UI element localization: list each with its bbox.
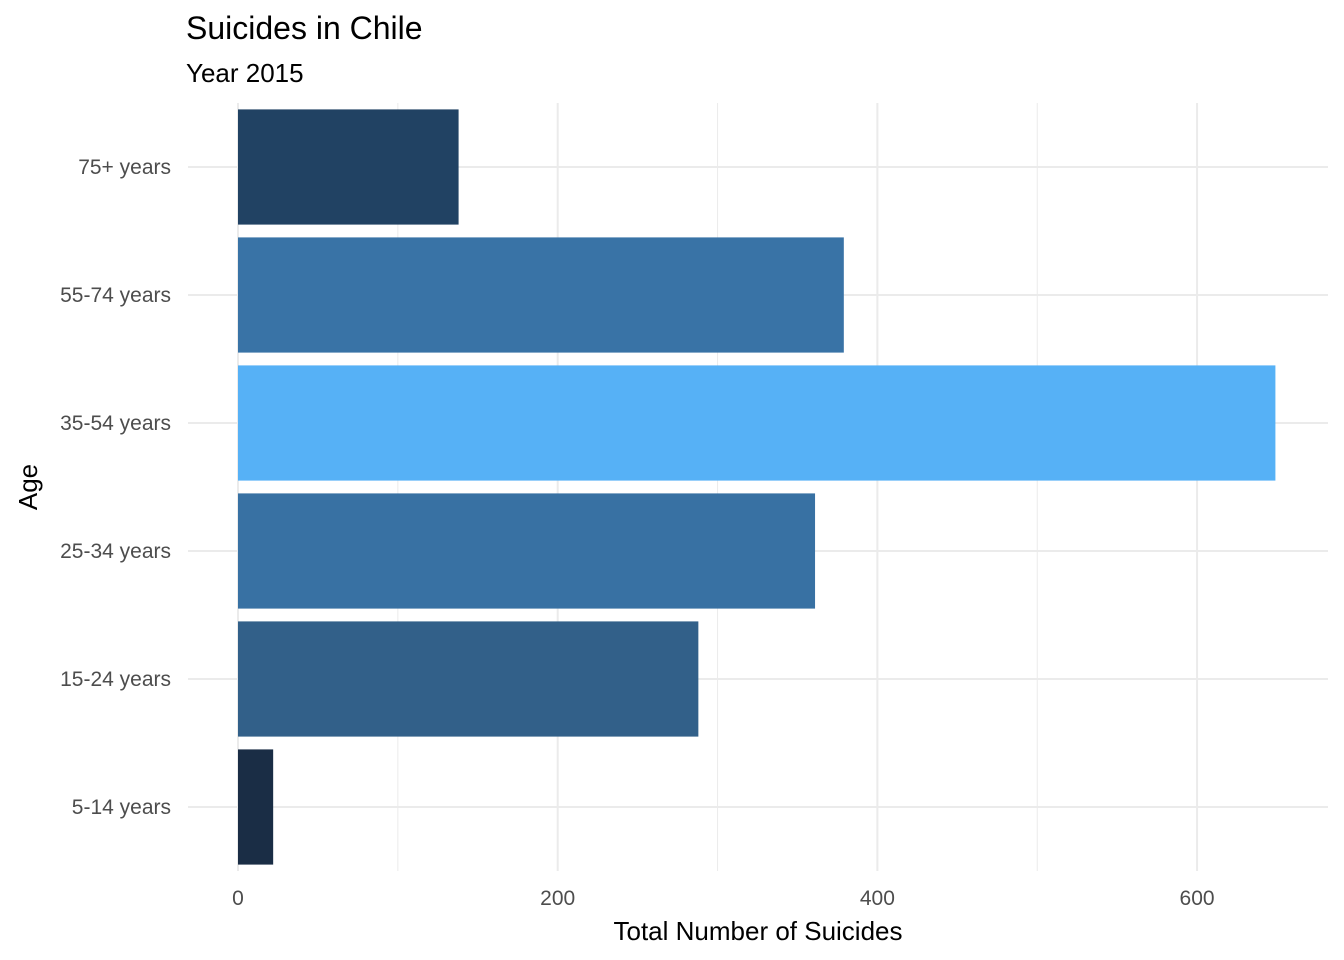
y-tick-label: 15-24 years (60, 668, 171, 691)
y-tick-label: 75+ years (78, 156, 171, 179)
y-tick-label: 35-54 years (60, 412, 171, 435)
x-tick-label: 200 (540, 887, 575, 910)
x-tick-label: 400 (860, 887, 895, 910)
bar-5-14-years (238, 749, 274, 865)
bar-35-54-years (238, 365, 1276, 481)
y-tick-label: 25-34 years (60, 540, 171, 563)
bar-25-34-years (238, 493, 816, 609)
y-tick-label: 55-74 years (60, 284, 171, 307)
bar-75-years (238, 109, 459, 225)
bar-15-24-years (238, 621, 699, 737)
bar-55-74-years (238, 237, 844, 353)
y-tick-label: 5-14 years (72, 796, 171, 819)
x-tick-label: 600 (1180, 887, 1215, 910)
x-tick-label: 0 (232, 887, 244, 910)
x-axis-title: Total Number of Suicides (613, 916, 902, 946)
y-axis-title: Age (13, 464, 43, 510)
chart-subtitle: Year 2015 (186, 58, 304, 88)
chart-title: Suicides in Chile (186, 10, 423, 46)
